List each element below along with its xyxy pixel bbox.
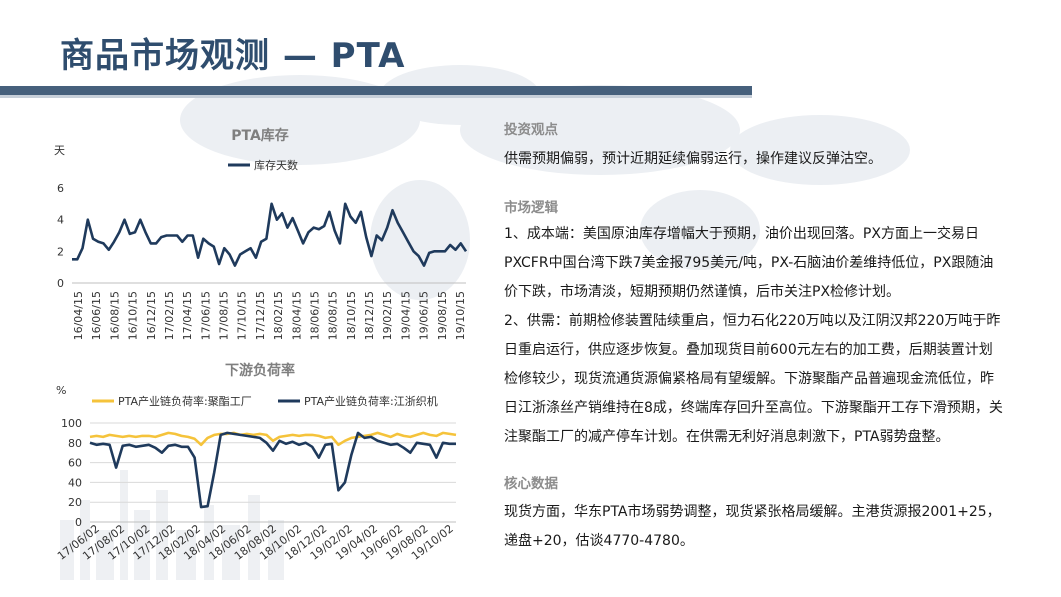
inv-x-tick: 19/08/15 [436,291,449,340]
inv-x-tick: 16/06/15 [90,291,103,340]
inv-x-tick: 17/06/15 [199,291,212,340]
inv-x-tick: 18/08/15 [327,291,340,340]
section-heading-view: 投资观点 [504,122,558,138]
inv-x-tick: 17/02/15 [163,291,176,340]
title-underline [0,86,752,95]
page-title: 商品市场观测 — PTA [60,36,406,76]
load-y-tick: 0 [75,516,82,529]
load-y-tick: 100 [61,417,82,430]
title-underline-shadow [0,95,752,98]
load-y-tick: 80 [68,437,82,450]
load-y-tick: 40 [68,476,82,489]
logic-paragraph-supply: 2、供需：前期检修装置陆续重启，恒力石化220万吨以及江阴汉邦220万吨于昨日重… [504,313,1003,445]
inv-x-tick: 16/08/15 [108,291,121,340]
inv-y-tick: 4 [57,214,64,227]
load-y-unit: % [56,384,66,397]
load-series-line-1 [89,431,456,509]
inv-x-tick: 17/08/15 [218,291,231,340]
inv-x-tick: 19/02/15 [381,291,394,340]
logic-paragraph-cost: 1、成本端：美国原油库存增幅大于预期，油价出现回落。PX方面上一交易日PXCFR… [504,226,994,300]
inv-x-tick: 17/04/15 [181,291,194,340]
view-paragraph: 供需预期偏弱，预计近期延续偏弱运行，操作建议反弹沽空。 [504,151,882,167]
inv-x-tick: 17/10/15 [236,291,249,340]
inv-x-tick: 16/04/15 [72,291,85,340]
load-legend-label-0: PTA产业链负荷率:聚酯工厂 [118,394,252,408]
inv-x-tick: 18/06/15 [308,291,321,340]
inv-y-unit: 天 [54,144,65,157]
inv-y-tick: 2 [57,245,64,258]
inv-x-tick: 18/04/15 [290,291,303,340]
inventory-chart-title: PTA库存 [231,128,289,144]
load-y-tick: 60 [68,457,82,470]
inv-x-tick: 18/10/15 [345,291,358,340]
inv-x-tick: 19/04/15 [399,291,412,340]
load-y-tick: 20 [68,496,82,509]
inv-x-tick: 17/12/15 [254,291,267,340]
load-legend-label-1: PTA产业链负荷率:江浙织机 [304,394,438,408]
load-series-line-0 [89,431,457,447]
inv-x-tick: 16/10/15 [127,291,140,340]
load-chart-title: 下游负荷率 [225,363,295,379]
inv-legend-label-0: 库存天数 [254,158,298,172]
core-paragraph: 现货方面，华东PTA市场弱势调整，现货紧张格局缓解。主港货源报2001+25，递… [504,504,1001,549]
inv-y-tick: 0 [57,277,64,290]
inv-y-tick: 6 [57,182,64,195]
inv-x-tick: 18/02/15 [272,291,285,340]
inv-x-tick: 18/12/15 [363,291,376,340]
inv-x-tick: 19/10/15 [454,291,467,340]
section-heading-logic: 市场逻辑 [504,200,558,216]
inv-x-tick: 16/12/15 [145,291,158,340]
commentary-column: 投资观点 供需预期偏弱，预计近期延续偏弱运行，操作建议反弹沽空。 市场逻辑 1、… [504,118,1004,556]
inv-series-line-0 [72,202,468,267]
section-heading-core: 核心数据 [504,476,558,492]
inv-x-tick: 19/06/15 [418,291,431,340]
